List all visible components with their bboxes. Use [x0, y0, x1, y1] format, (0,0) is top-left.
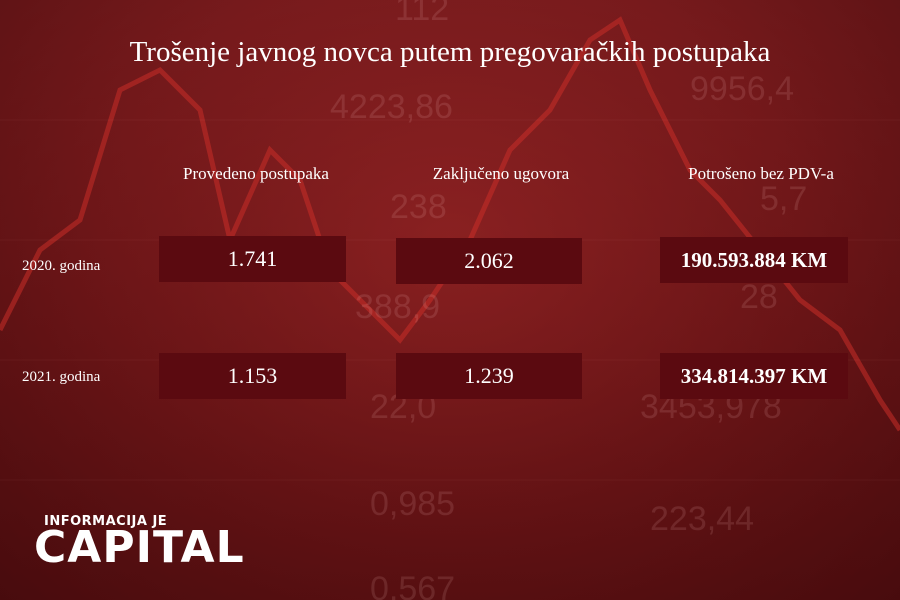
column-header-contracts: Zaključeno ugovora	[432, 164, 570, 183]
bg-number: 0,567	[370, 570, 455, 600]
bg-number: 28	[740, 278, 778, 316]
bg-number: 238	[390, 188, 447, 226]
value-cell-2021-spent: 334.814.397 KM	[660, 353, 848, 399]
bg-number: 388,9	[355, 288, 440, 326]
page-title: Trošenje javnog novca putem pregovarački…	[129, 36, 771, 68]
row-label-2020: 2020. godina	[22, 258, 101, 274]
value-cell-2020-procedures: 1.741	[159, 236, 346, 282]
value-cell-2021-procedures: 1.153	[159, 353, 346, 399]
bg-number: 4223,86	[330, 88, 453, 126]
bg-number: 0,985	[370, 485, 455, 523]
row-label-2021: 2021. godina	[22, 369, 101, 385]
value-cell-2020-contracts: 2.062	[396, 238, 582, 284]
bg-number: 5,7	[760, 180, 807, 218]
bg-number: 223,44	[650, 500, 754, 538]
logo-tagline: INFORMACIJA JE	[44, 514, 168, 529]
bg-number: 112	[395, 0, 449, 28]
logo-wordmark: CAPITAL	[34, 522, 245, 573]
bg-number: 9956,4	[690, 70, 794, 108]
column-header-procedures: Provedeno postupaka	[183, 164, 329, 183]
column-header-spent: Potrošeno bez PDV-a	[688, 164, 834, 183]
value-cell-2020-spent: 190.593.884 KM	[660, 237, 848, 283]
value-cell-2021-contracts: 1.239	[396, 353, 582, 399]
